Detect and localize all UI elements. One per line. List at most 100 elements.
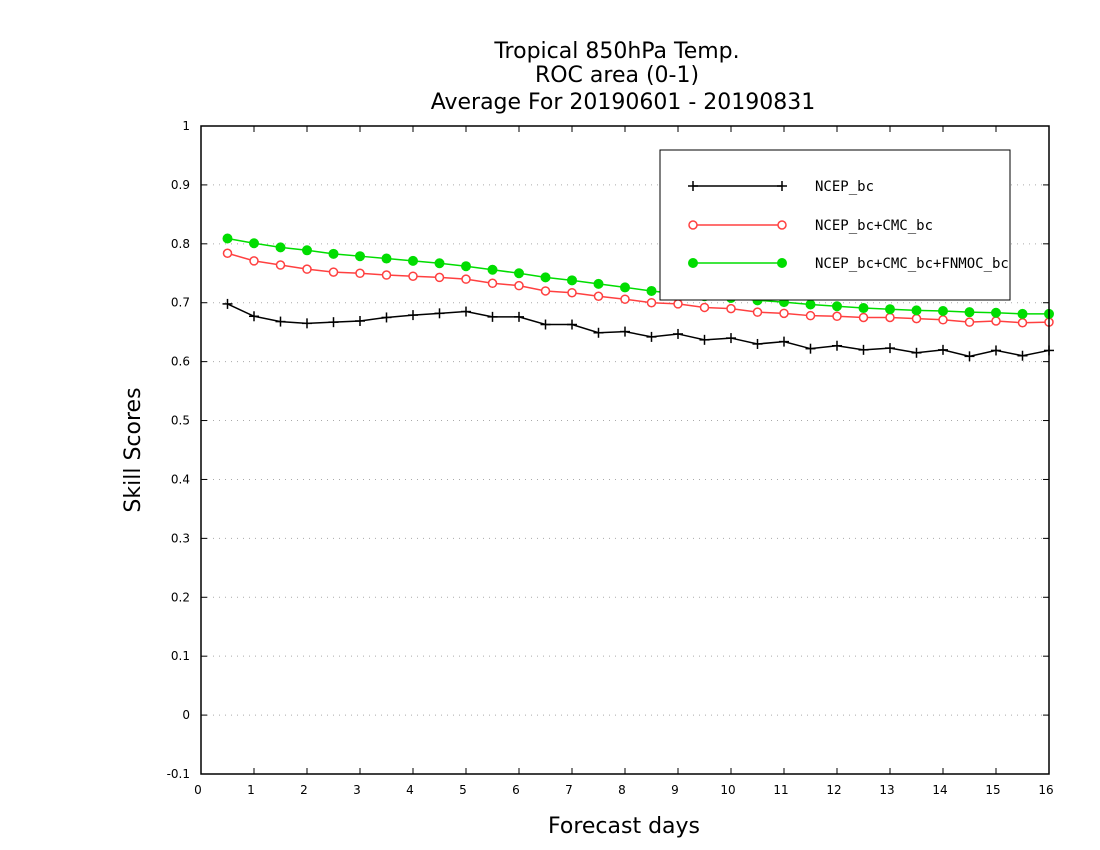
data-point — [355, 268, 365, 279]
x-tick-label: 1 — [247, 783, 255, 797]
x-tick-label: 2 — [300, 783, 308, 797]
data-point — [911, 347, 922, 358]
data-point — [938, 344, 948, 355]
data-point — [885, 304, 895, 315]
chart-title-line-3: Average For 20190601 - 20190831 — [431, 90, 816, 115]
data-point — [487, 311, 498, 322]
x-tick-label: 0 — [194, 783, 202, 797]
data-point — [646, 285, 657, 296]
y-tick-label: -0.1 — [167, 767, 190, 781]
data-point — [620, 326, 630, 337]
x-tick-label: 12 — [826, 783, 841, 797]
data-point — [673, 299, 683, 309]
data-point — [858, 344, 869, 355]
data-point — [514, 268, 524, 279]
series-line-1 — [227, 303, 1050, 358]
x-axis-label: Forecast days — [548, 814, 700, 839]
data-point — [434, 258, 445, 269]
data-point — [381, 312, 392, 323]
data-point — [355, 315, 365, 326]
data-point — [381, 253, 392, 264]
x-tick-label: 3 — [353, 783, 361, 797]
data-point — [832, 301, 842, 312]
data-point — [991, 345, 1001, 356]
data-point — [514, 311, 524, 322]
data-point — [540, 272, 551, 283]
data-point — [832, 340, 842, 351]
data-point — [911, 313, 922, 324]
legend-label-2: NCEP_bc+CMC_bc — [815, 218, 933, 234]
data-point — [381, 270, 392, 280]
data-point — [673, 328, 683, 339]
legend-marker — [777, 258, 787, 268]
data-point — [805, 343, 816, 354]
data-point — [991, 307, 1001, 318]
legend-marker — [688, 181, 698, 191]
data-point — [1017, 350, 1028, 361]
x-tick-label: 6 — [512, 783, 520, 797]
chart-title-line-1: Tropical 850hPa Temp. — [493, 39, 739, 64]
data-point — [885, 343, 895, 354]
data-point — [328, 317, 339, 328]
y-tick-label: 1 — [182, 119, 190, 133]
data-point — [222, 298, 233, 309]
legend-label-1: NCEP_bc — [815, 179, 874, 195]
data-point — [938, 305, 948, 316]
data-point — [646, 297, 657, 308]
data-point — [302, 318, 312, 329]
data-point — [434, 272, 445, 283]
legend-marker — [777, 181, 787, 191]
data-point — [593, 278, 604, 289]
data-point — [779, 336, 789, 347]
legend-marker — [777, 220, 787, 230]
data-point — [434, 308, 445, 319]
data-point — [964, 351, 975, 362]
legend: NCEP_bc NCEP_bc+CMC_bc NCEP_bc+CMC_bc+FNMO… — [659, 149, 1011, 301]
legend-marker — [688, 220, 698, 230]
y-tick-label: 0.1 — [171, 649, 190, 663]
data-point — [964, 317, 975, 327]
data-point — [805, 310, 816, 321]
data-point — [726, 333, 736, 344]
data-point — [699, 302, 710, 313]
data-point — [620, 294, 630, 304]
x-tick-label: 15 — [985, 783, 1000, 797]
x-tick-label: 7 — [565, 783, 573, 797]
data-point — [620, 282, 630, 293]
chart-title-line-2: ROC area (0-1) — [535, 63, 699, 88]
x-tick-label: 11 — [773, 783, 788, 797]
data-point — [1017, 318, 1028, 328]
data-point — [646, 331, 657, 342]
data-point — [275, 316, 286, 327]
y-tick-label: 0.7 — [171, 296, 190, 310]
data-point — [408, 255, 418, 266]
x-tick-label: 5 — [459, 783, 467, 797]
y-tick-label: 0.2 — [171, 590, 190, 604]
y-tick-label: 0.8 — [171, 237, 190, 251]
data-point — [275, 242, 286, 253]
data-point — [249, 311, 259, 322]
y-tick-label: 0.6 — [171, 355, 190, 369]
x-tick-label: 10 — [720, 783, 735, 797]
data-point — [593, 327, 604, 338]
x-tick-label: 4 — [406, 783, 414, 797]
data-point — [328, 267, 339, 277]
data-point — [514, 280, 524, 291]
data-point — [302, 264, 312, 274]
data-point — [408, 271, 418, 281]
data-point — [1017, 308, 1028, 319]
y-tick-label: 0.5 — [171, 414, 190, 428]
data-point — [964, 307, 975, 318]
data-point — [567, 319, 577, 330]
data-point — [222, 248, 233, 258]
data-point — [249, 256, 259, 266]
data-point — [938, 315, 948, 325]
data-point — [540, 286, 551, 296]
legend-marker — [688, 258, 698, 268]
y-axis-label: Skill Scores — [121, 387, 146, 512]
data-point — [832, 311, 842, 322]
y-tick-label: 0.3 — [171, 531, 190, 545]
y-tick-label: 0 — [182, 708, 190, 722]
data-point — [726, 303, 736, 314]
